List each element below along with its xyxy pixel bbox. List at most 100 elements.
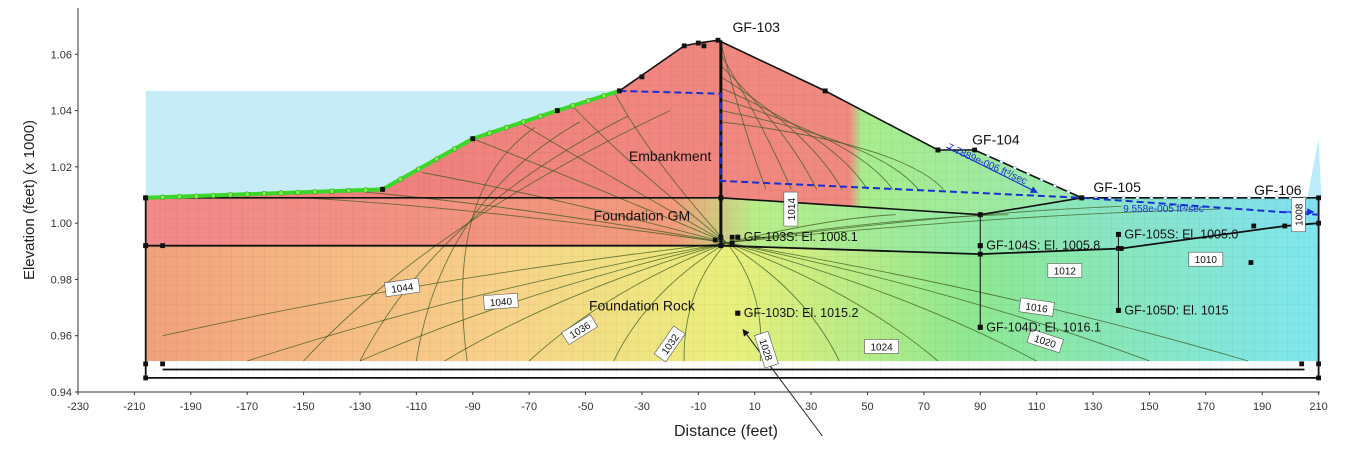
mesh-node bbox=[1251, 223, 1257, 229]
x-tick-label: 170 bbox=[1197, 401, 1215, 413]
x-tick-label: 110 bbox=[1028, 401, 1046, 413]
mesh-node bbox=[977, 212, 983, 218]
x-tick-label: -150 bbox=[293, 401, 315, 413]
face-node bbox=[1233, 195, 1237, 200]
head-contour bbox=[303, 197, 727, 244]
boundary-node bbox=[362, 187, 369, 193]
contour-label-box bbox=[384, 277, 421, 298]
piezometer-labels: GF-103S: El. 1008.1 GF-103D: El. 1015.2 GF… bbox=[735, 227, 1238, 334]
contour-label: 1024 bbox=[864, 339, 899, 354]
head-contour bbox=[162, 242, 727, 337]
head-contour bbox=[303, 110, 671, 362]
piezometer-marker bbox=[1115, 231, 1121, 237]
x-tick-label: -50 bbox=[578, 401, 594, 413]
station-label: GF-104 bbox=[972, 131, 1020, 147]
mesh-node bbox=[470, 136, 476, 142]
x-axis-label: Distance (feet) bbox=[674, 423, 778, 440]
x-tick-label: -10 bbox=[690, 401, 706, 413]
x-tick-label: 10 bbox=[749, 401, 761, 413]
contour-label: 1010 bbox=[1188, 251, 1224, 267]
head-contour bbox=[523, 124, 727, 244]
x-tick-label: -170 bbox=[236, 401, 258, 413]
boundary-node bbox=[503, 124, 510, 131]
boundary-node bbox=[451, 146, 458, 152]
x-tick-label: 30 bbox=[805, 401, 817, 413]
y-tick-label: 0.94 bbox=[51, 387, 72, 399]
head-contour bbox=[720, 121, 944, 190]
station-labels: GF-103 GF-104 GF-105 GF-106 bbox=[732, 19, 1301, 198]
face-node bbox=[1012, 166, 1017, 170]
head-contour bbox=[613, 90, 727, 244]
boundary-node bbox=[537, 113, 544, 119]
head-contour bbox=[571, 104, 727, 244]
face-node bbox=[1191, 195, 1196, 200]
x-tick-label: 150 bbox=[1140, 401, 1158, 413]
mesh-node bbox=[701, 43, 707, 49]
region-label: Foundation GM bbox=[594, 207, 691, 223]
face-node bbox=[1163, 195, 1168, 200]
face-node bbox=[1066, 189, 1071, 194]
finite-element-mesh bbox=[145, 40, 1319, 361]
contour-label-text: 1014 bbox=[787, 198, 798, 221]
x-tick-label: 130 bbox=[1084, 401, 1102, 413]
boundary-node bbox=[397, 176, 404, 182]
mesh-node bbox=[1299, 361, 1305, 367]
mesh-node bbox=[143, 361, 149, 367]
piezometer-label: GF-105D: El. 1015 bbox=[1124, 303, 1228, 317]
head-contour bbox=[720, 65, 818, 190]
flux-arrow-1 bbox=[946, 146, 1038, 193]
boundary-node bbox=[415, 166, 422, 172]
mesh-node bbox=[1316, 220, 1321, 226]
station-label: GF-106 bbox=[1254, 182, 1302, 198]
x-tick-label: -30 bbox=[634, 401, 650, 413]
contour-label: 1012 bbox=[1047, 263, 1083, 278]
boundary-node bbox=[227, 192, 233, 198]
face-node bbox=[1135, 195, 1140, 200]
gm-bottom-boundary bbox=[145, 222, 1319, 256]
x-tick-label: -230 bbox=[67, 401, 89, 413]
y-tick-label: 1.00 bbox=[51, 218, 72, 230]
head-contour bbox=[720, 54, 792, 190]
head-contour bbox=[720, 98, 894, 190]
flux-label: 9.558e-005 ft³/sec bbox=[1123, 204, 1204, 215]
piezometer-label: GF-104D: El. 1016.1 bbox=[986, 320, 1101, 334]
region-labels: Embankment Foundation GM Foundation Rock bbox=[589, 148, 711, 313]
head-contour bbox=[365, 191, 727, 244]
contour-label-box bbox=[1026, 328, 1064, 354]
mesh-node bbox=[1116, 246, 1121, 251]
face-node bbox=[1149, 195, 1154, 200]
face-node bbox=[1026, 172, 1031, 176]
mesh-node bbox=[160, 243, 165, 249]
mesh-node bbox=[1316, 195, 1321, 201]
contour-label: 1044 bbox=[384, 277, 421, 298]
y-tick-label: 0.96 bbox=[51, 331, 72, 343]
y-tick-label: 1.06 bbox=[51, 49, 72, 61]
head-contour bbox=[726, 242, 1150, 362]
mesh-node bbox=[1248, 260, 1254, 265]
mesh-node bbox=[143, 195, 149, 201]
boundary-node bbox=[329, 188, 335, 194]
contour-label-box bbox=[653, 325, 686, 363]
head-contour bbox=[726, 242, 840, 362]
face-node bbox=[1219, 195, 1223, 200]
x-tick-label: -70 bbox=[521, 401, 537, 413]
face-node bbox=[1121, 195, 1126, 200]
station-label: GF-105 bbox=[1093, 179, 1141, 195]
face-node bbox=[1053, 184, 1057, 188]
contour-label-text: 1016 bbox=[1025, 302, 1049, 316]
mesh-node bbox=[616, 88, 622, 94]
head-contour bbox=[444, 242, 727, 362]
mesh-node bbox=[143, 243, 149, 249]
piezometer-marker bbox=[735, 234, 741, 240]
mesh-node bbox=[977, 251, 983, 257]
mesh-node bbox=[160, 361, 165, 367]
mesh-node bbox=[695, 40, 701, 46]
mesh-node bbox=[715, 37, 721, 43]
mesh-node bbox=[729, 234, 735, 240]
face-node bbox=[1247, 195, 1251, 200]
head-contour bbox=[726, 242, 1249, 362]
boundary-node bbox=[193, 193, 200, 199]
mesh-node bbox=[639, 74, 645, 80]
mesh-node bbox=[1316, 361, 1321, 367]
contour-label-box bbox=[1047, 263, 1083, 278]
